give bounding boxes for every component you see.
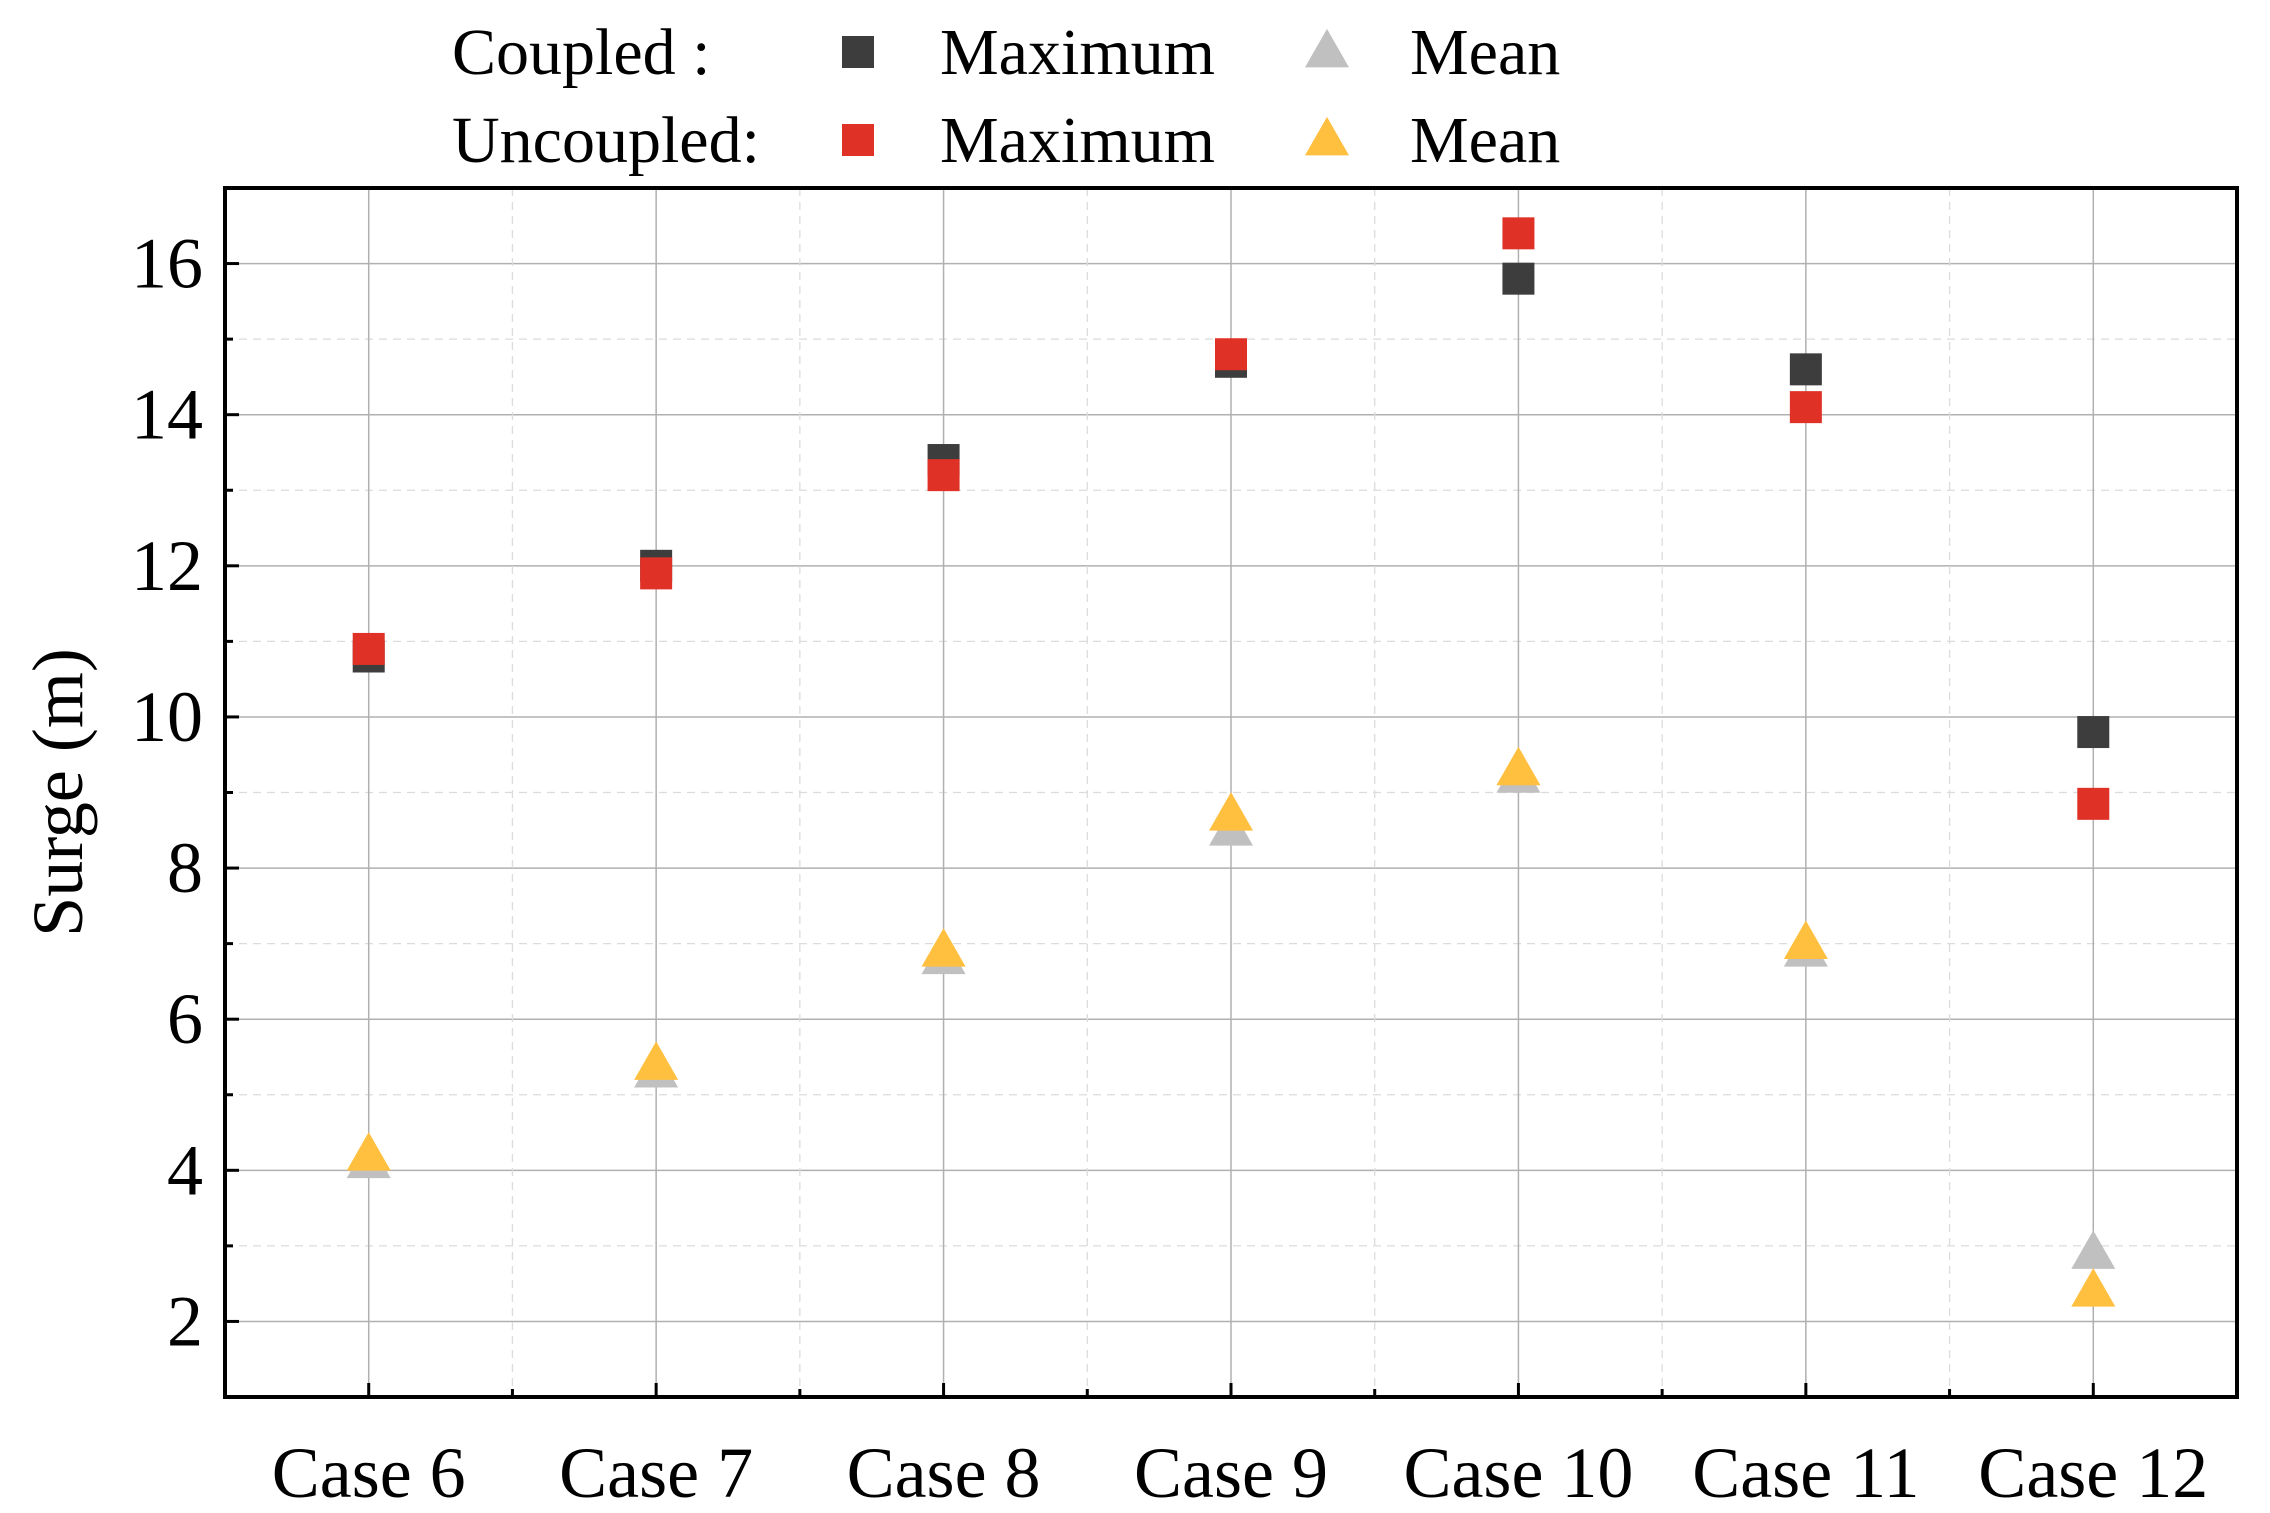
- y-tick-label: 16: [131, 224, 203, 304]
- legend-marker-coupled-max: [842, 36, 874, 68]
- point-coupled-mean: [2071, 1230, 2116, 1269]
- point-uncoupled-mean: [1783, 920, 1828, 960]
- axes: 2 4 6 8 10 12 14 16 Case 6 Case 7 Case 8 Case 9 Case…: [131, 186, 2208, 1513]
- x-tick-label: Case 9: [1134, 1433, 1328, 1513]
- y-tick-label: 4: [167, 1130, 203, 1210]
- x-tick-label: Case 8: [847, 1433, 1041, 1513]
- legend-marker-coupled-mean: [1305, 28, 1349, 68]
- legend-item-label: Maximum: [940, 104, 1215, 177]
- legend-group-label: Uncoupled:: [452, 104, 760, 177]
- point-uncoupled-mean: [634, 1041, 679, 1080]
- legend-marker-uncoupled-max: [842, 124, 874, 156]
- data-points: [346, 217, 2116, 1307]
- x-tick-label: Case 6: [272, 1433, 466, 1513]
- point-uncoupled-max: [2077, 787, 2110, 820]
- y-tick-label: 8: [167, 828, 203, 908]
- legend: Coupled : Maximum Mean Uncoupled: Maximum Mea…: [452, 16, 1560, 177]
- point-coupled-max: [1502, 262, 1535, 295]
- point-uncoupled-max: [352, 632, 385, 665]
- point-uncoupled-mean: [921, 928, 966, 967]
- x-tick-label: Case 7: [559, 1433, 753, 1513]
- legend-group-label: Coupled :: [452, 16, 711, 89]
- point-uncoupled-max: [1215, 338, 1247, 371]
- point-uncoupled-mean: [2071, 1268, 2116, 1307]
- y-axis-label: Surge (m): [18, 648, 98, 937]
- point-uncoupled-mean: [1496, 746, 1541, 786]
- legend-item-label: Mean: [1410, 104, 1560, 177]
- y-tick-label: 10: [131, 677, 203, 757]
- x-tick-label: Case 12: [1978, 1433, 2208, 1513]
- point-uncoupled-max: [927, 459, 960, 492]
- point-coupled-max: [1789, 353, 1822, 386]
- point-uncoupled-mean: [346, 1132, 391, 1171]
- legend-item-label: Maximum: [940, 16, 1215, 89]
- point-coupled-max: [2077, 716, 2110, 749]
- point-uncoupled-max: [1789, 391, 1822, 424]
- point-uncoupled-mean: [1209, 792, 1253, 831]
- y-tick-label: 12: [131, 526, 203, 606]
- x-tick-label: Case 10: [1403, 1433, 1633, 1513]
- y-tick-label: 6: [167, 979, 203, 1059]
- y-tick-label: 2: [167, 1281, 203, 1361]
- y-tick-label: 14: [131, 375, 203, 455]
- legend-marker-uncoupled-mean: [1305, 116, 1349, 156]
- x-tick-label: Case 11: [1692, 1433, 1919, 1513]
- point-uncoupled-max: [640, 557, 673, 590]
- legend-item-label: Mean: [1410, 16, 1560, 89]
- point-uncoupled-max: [1502, 217, 1535, 250]
